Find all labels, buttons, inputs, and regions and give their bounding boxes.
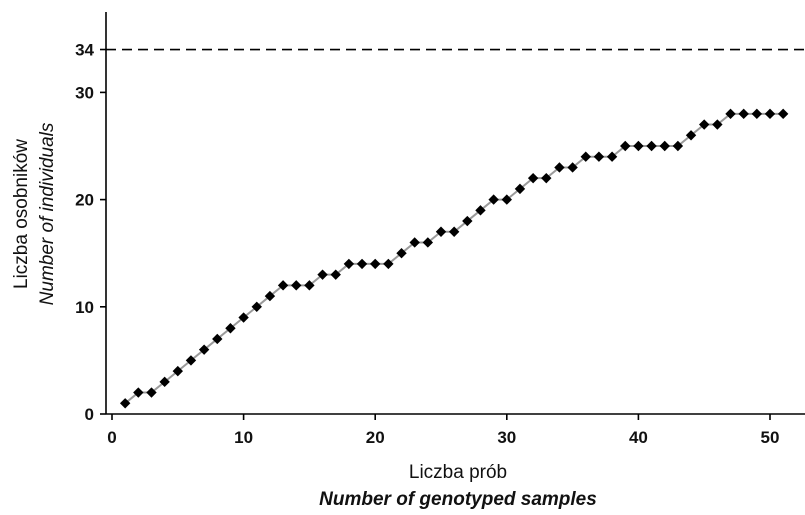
- data-point: [659, 140, 670, 152]
- data-point: [501, 194, 512, 205]
- data-point: [396, 248, 407, 259]
- data-point: [133, 387, 144, 398]
- data-point: [527, 172, 539, 184]
- data-point: [764, 108, 776, 120]
- data-point: [475, 205, 486, 216]
- data-point: [751, 108, 763, 120]
- data-point: [448, 226, 460, 237]
- y-ticks: 0 10 20 30: [75, 83, 106, 424]
- data-point: [672, 140, 684, 152]
- x-tick-label: 50: [761, 428, 780, 447]
- data-point: [291, 280, 302, 291]
- data-point: [435, 226, 447, 237]
- data-point: [146, 387, 157, 398]
- data-point: [620, 140, 631, 152]
- data-point: [159, 376, 170, 388]
- data-point: [514, 183, 526, 195]
- data-point: [409, 237, 420, 248]
- data-point: [646, 140, 657, 152]
- data-point: [185, 355, 197, 366]
- data-point: [593, 151, 605, 162]
- data-point: [554, 162, 565, 173]
- data-point: [317, 269, 328, 280]
- data-point: [343, 258, 355, 270]
- data-point: [251, 301, 262, 312]
- data-point: [422, 237, 434, 248]
- data-point: [685, 130, 697, 141]
- x-tick-label: 0: [107, 428, 116, 447]
- data-point: [738, 108, 749, 120]
- data-point: [304, 280, 315, 291]
- data-point: [606, 151, 618, 162]
- y-tick-label: 0: [85, 405, 94, 424]
- y-axis-title: Liczba osobników: [11, 139, 32, 289]
- x-axis-title-secondary: Number of genotyped samples: [319, 489, 597, 510]
- x-axis-title: Liczba prób: [409, 462, 507, 483]
- data-point: [725, 108, 736, 120]
- data-point: [777, 108, 789, 120]
- y-tick-label: 20: [75, 191, 94, 210]
- data-point: [198, 344, 210, 355]
- x-tick-label: 20: [366, 428, 385, 447]
- data-point: [330, 269, 341, 280]
- reference-line-group: 34: [75, 41, 805, 60]
- data-point: [212, 333, 223, 345]
- data-point: [580, 151, 591, 162]
- data-point: [172, 365, 183, 377]
- reference-line-label: 34: [75, 41, 94, 60]
- data-point: [383, 258, 394, 270]
- data-point: [225, 323, 236, 334]
- data-point: [238, 312, 249, 323]
- data-point: [370, 258, 381, 270]
- x-tick-label: 10: [234, 428, 253, 447]
- y-tick-label: 10: [75, 298, 94, 317]
- data-point: [567, 162, 578, 173]
- data-point: [356, 258, 368, 270]
- data-point: [462, 215, 473, 227]
- data-point: [488, 194, 499, 205]
- x-tick-label: 40: [629, 428, 648, 447]
- data-point: [633, 140, 644, 152]
- data-point: [119, 398, 131, 409]
- y-axis-title-secondary: Number of individuals: [37, 122, 58, 305]
- series-line: [124, 112, 784, 405]
- x-ticks: 0 10 20 30 40 50: [107, 414, 779, 447]
- data-point: [712, 119, 723, 130]
- series: [119, 108, 789, 409]
- data-point: [277, 280, 289, 291]
- axes: [105, 12, 805, 415]
- data-point: [699, 119, 710, 130]
- y-tick-label: 30: [75, 83, 94, 102]
- data-point: [264, 290, 276, 302]
- x-tick-label: 30: [497, 428, 516, 447]
- data-point: [541, 172, 552, 184]
